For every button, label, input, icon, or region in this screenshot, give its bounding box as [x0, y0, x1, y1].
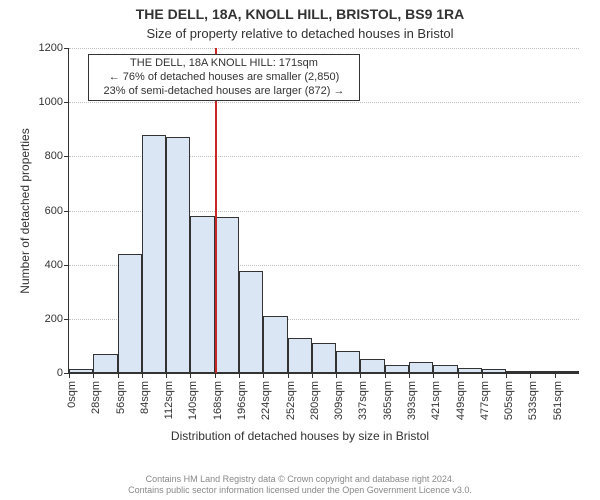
- x-tick-label: 505sqm: [503, 381, 515, 420]
- histogram-bar: [458, 368, 482, 373]
- x-tick-label: 393sqm: [406, 381, 418, 420]
- x-tick: [239, 373, 240, 378]
- x-tick: [360, 373, 361, 378]
- chart-subtitle: Size of property relative to detached ho…: [0, 26, 600, 41]
- footer-line-2: Contains public sector information licen…: [0, 485, 600, 496]
- x-tick-label: 477sqm: [479, 381, 491, 420]
- x-tick-label: 224sqm: [260, 381, 272, 420]
- x-tick: [530, 373, 531, 378]
- histogram-bar: [312, 343, 336, 373]
- x-tick: [190, 373, 191, 378]
- y-axis-label: Number of detached properties: [18, 128, 32, 293]
- footer-line-1: Contains HM Land Registry data © Crown c…: [0, 474, 600, 485]
- annotation-line-1: THE DELL, 18A KNOLL HILL: 171sqm: [95, 57, 353, 71]
- x-tick-label: 449sqm: [455, 381, 467, 420]
- annotation-line-2: ← 76% of detached houses are smaller (2,…: [95, 71, 353, 85]
- histogram-bar: [506, 371, 530, 373]
- x-tick-label: 337sqm: [357, 381, 369, 420]
- histogram-bar: [118, 254, 142, 373]
- x-tick-label: 168sqm: [212, 381, 224, 420]
- histogram-bar: [385, 365, 409, 373]
- x-tick: [312, 373, 313, 378]
- annotation-line-3: 23% of semi-detached houses are larger (…: [95, 85, 353, 99]
- x-tick-label: 365sqm: [382, 381, 394, 420]
- x-tick: [118, 373, 119, 378]
- histogram-bar: [409, 362, 433, 373]
- chart-title: THE DELL, 18A, KNOLL HILL, BRISTOL, BS9 …: [0, 6, 600, 22]
- y-tick-label: 1200: [39, 42, 69, 54]
- histogram-bar: [142, 135, 166, 373]
- x-tick-label: 112sqm: [163, 381, 175, 419]
- histogram-bar: [215, 217, 239, 373]
- histogram-bar: [555, 371, 579, 373]
- histogram-bar: [239, 271, 263, 373]
- x-axis-label: Distribution of detached houses by size …: [0, 429, 600, 443]
- histogram-chart: THE DELL, 18A, KNOLL HILL, BRISTOL, BS9 …: [0, 0, 600, 500]
- histogram-bar: [263, 316, 287, 373]
- x-tick-label: 56sqm: [115, 381, 127, 414]
- histogram-bar: [288, 338, 312, 373]
- histogram-bar: [336, 351, 360, 373]
- y-tick-label: 600: [45, 205, 69, 217]
- x-tick-label: 140sqm: [187, 381, 199, 420]
- histogram-bar: [482, 369, 506, 373]
- histogram-bar: [93, 354, 117, 373]
- x-tick-label: 421sqm: [430, 381, 442, 420]
- x-tick: [506, 373, 507, 378]
- x-tick: [555, 373, 556, 378]
- x-tick: [166, 373, 167, 378]
- grid-line: [69, 48, 579, 49]
- x-tick-label: 84sqm: [139, 381, 151, 414]
- x-tick-label: 280sqm: [309, 381, 321, 420]
- histogram-bar: [360, 359, 384, 373]
- x-tick-label: 561sqm: [552, 381, 564, 420]
- histogram-bar: [166, 137, 190, 373]
- x-tick: [433, 373, 434, 378]
- y-tick-label: 0: [57, 367, 69, 379]
- y-tick-label: 1000: [39, 96, 69, 108]
- histogram-bar: [190, 216, 214, 373]
- grid-line: [69, 102, 579, 103]
- x-tick: [385, 373, 386, 378]
- x-tick-label: 533sqm: [527, 381, 539, 420]
- x-tick-label: 196sqm: [236, 381, 248, 420]
- x-tick-label: 28sqm: [90, 381, 102, 414]
- x-tick: [336, 373, 337, 378]
- footer-attribution: Contains HM Land Registry data © Crown c…: [0, 474, 600, 496]
- x-tick: [215, 373, 216, 378]
- annotation-box: THE DELL, 18A KNOLL HILL: 171sqm ← 76% o…: [88, 54, 360, 101]
- histogram-bar: [69, 369, 93, 373]
- y-tick-label: 400: [45, 259, 69, 271]
- y-tick-label: 200: [45, 313, 69, 325]
- x-tick: [288, 373, 289, 378]
- x-tick: [458, 373, 459, 378]
- x-tick: [409, 373, 410, 378]
- histogram-bar: [433, 365, 457, 373]
- histogram-bar: [530, 371, 554, 373]
- x-tick: [142, 373, 143, 378]
- x-tick-label: 252sqm: [285, 381, 297, 420]
- x-tick: [93, 373, 94, 378]
- x-tick: [482, 373, 483, 378]
- x-tick: [263, 373, 264, 378]
- x-tick-label: 0sqm: [66, 381, 78, 408]
- x-tick: [69, 373, 70, 378]
- x-tick-label: 309sqm: [333, 381, 345, 420]
- y-tick-label: 800: [45, 150, 69, 162]
